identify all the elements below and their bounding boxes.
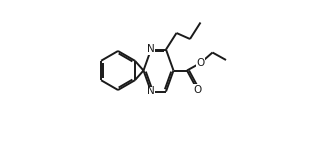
Text: N: N — [147, 45, 155, 54]
Text: N: N — [147, 87, 155, 96]
Text: O: O — [193, 85, 201, 95]
Text: O: O — [196, 58, 205, 68]
